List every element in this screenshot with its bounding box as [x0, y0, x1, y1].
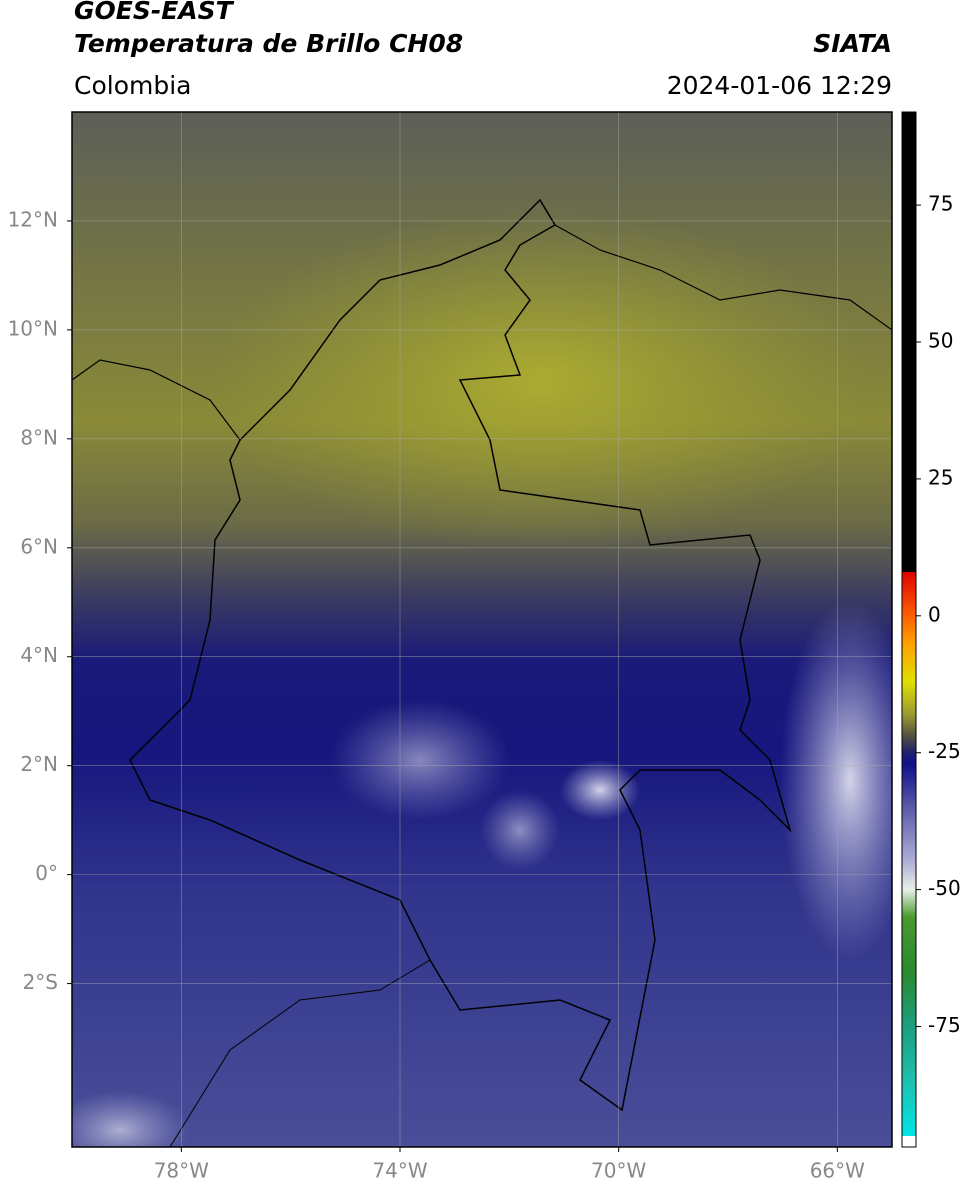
colorbar-tick-label: -75: [928, 1013, 961, 1037]
y-tick-label: 6°N: [20, 534, 58, 558]
map-frame: [71, 111, 893, 1148]
country-border: [129, 198, 792, 1112]
y-tick-label: 2°N: [20, 752, 58, 776]
coastline: [554, 224, 892, 331]
source: SIATA: [813, 29, 892, 58]
cloud: [480, 790, 560, 870]
colorbar-tick-label: 0: [928, 602, 941, 626]
colorbar-tick-label: -25: [928, 739, 961, 763]
y-tick-label: 12°N: [8, 207, 58, 231]
subtitle: Temperatura de Brillo CH08: [74, 29, 463, 58]
x-tick-label: 78°W: [154, 1159, 209, 1183]
colorbar-tick-label: 25: [928, 465, 953, 489]
colorbar-tick-label: -50: [928, 876, 961, 900]
x-tick-label: 74°W: [372, 1159, 427, 1183]
x-tick-label: 66°W: [810, 1159, 865, 1183]
datetime: 2024-01-06 12:29: [667, 71, 892, 100]
graticule: [72, 112, 892, 1147]
colorbar-tick-label: 50: [928, 329, 953, 353]
y-tick-label: 2°S: [23, 970, 58, 994]
coastline: [72, 359, 241, 441]
cloud: [72, 1090, 190, 1147]
region: Colombia: [74, 71, 191, 100]
country-border: [169, 959, 431, 1147]
cloud: [330, 700, 510, 820]
y-tick-label: 10°N: [8, 316, 58, 340]
colorbar: [901, 111, 917, 1148]
y-tick-label: 4°N: [20, 643, 58, 667]
x-tick-label: 70°W: [591, 1159, 646, 1183]
cloud: [560, 760, 640, 820]
colorbar-tick-label: 75: [928, 192, 953, 216]
y-tick-label: 0°: [35, 861, 58, 885]
cloud: [780, 600, 892, 960]
warm-region: [210, 210, 870, 550]
title: GOES-EAST: [74, 0, 235, 25]
map-image: [72, 112, 892, 1147]
y-tick-label: 8°N: [20, 425, 58, 449]
